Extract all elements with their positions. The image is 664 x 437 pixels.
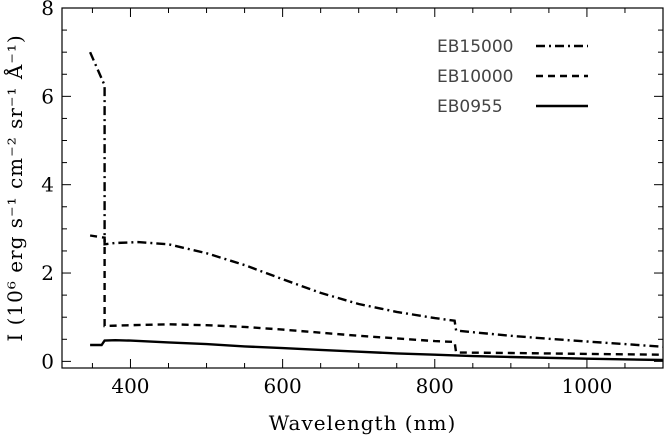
x-tick-label: 1000 — [561, 374, 612, 398]
y-tick-label: 8 — [41, 0, 54, 20]
legend-label: EB10000 — [437, 67, 513, 87]
legend-label: EB15000 — [437, 37, 513, 57]
plot-frame — [61, 7, 664, 369]
x-tick-label: 400 — [111, 374, 149, 398]
axes: 400 600 800 1000 0 2 4 6 8 — [41, 0, 664, 398]
y-tick-label: 4 — [41, 173, 54, 197]
legend-label: EB0955 — [437, 97, 503, 117]
plot-area — [89, 51, 664, 362]
y-tick-label: 2 — [41, 261, 54, 285]
x-tick-label: 600 — [264, 374, 302, 398]
series-line-eb0955 — [90, 338, 664, 362]
legend: EB15000 EB10000 EB0955 — [437, 37, 588, 117]
y-tick-label: 6 — [41, 84, 54, 108]
series-line-eb15000 — [89, 51, 664, 348]
x-axis-label: Wavelength (nm) — [269, 411, 457, 435]
series-line-eb10000 — [89, 234, 664, 356]
y-axis-label: I (10⁶ erg s⁻¹ cm⁻² sr⁻¹ Å⁻¹) — [2, 34, 27, 341]
x-tick-label: 800 — [416, 374, 454, 398]
y-tick-label: 0 — [41, 349, 54, 373]
